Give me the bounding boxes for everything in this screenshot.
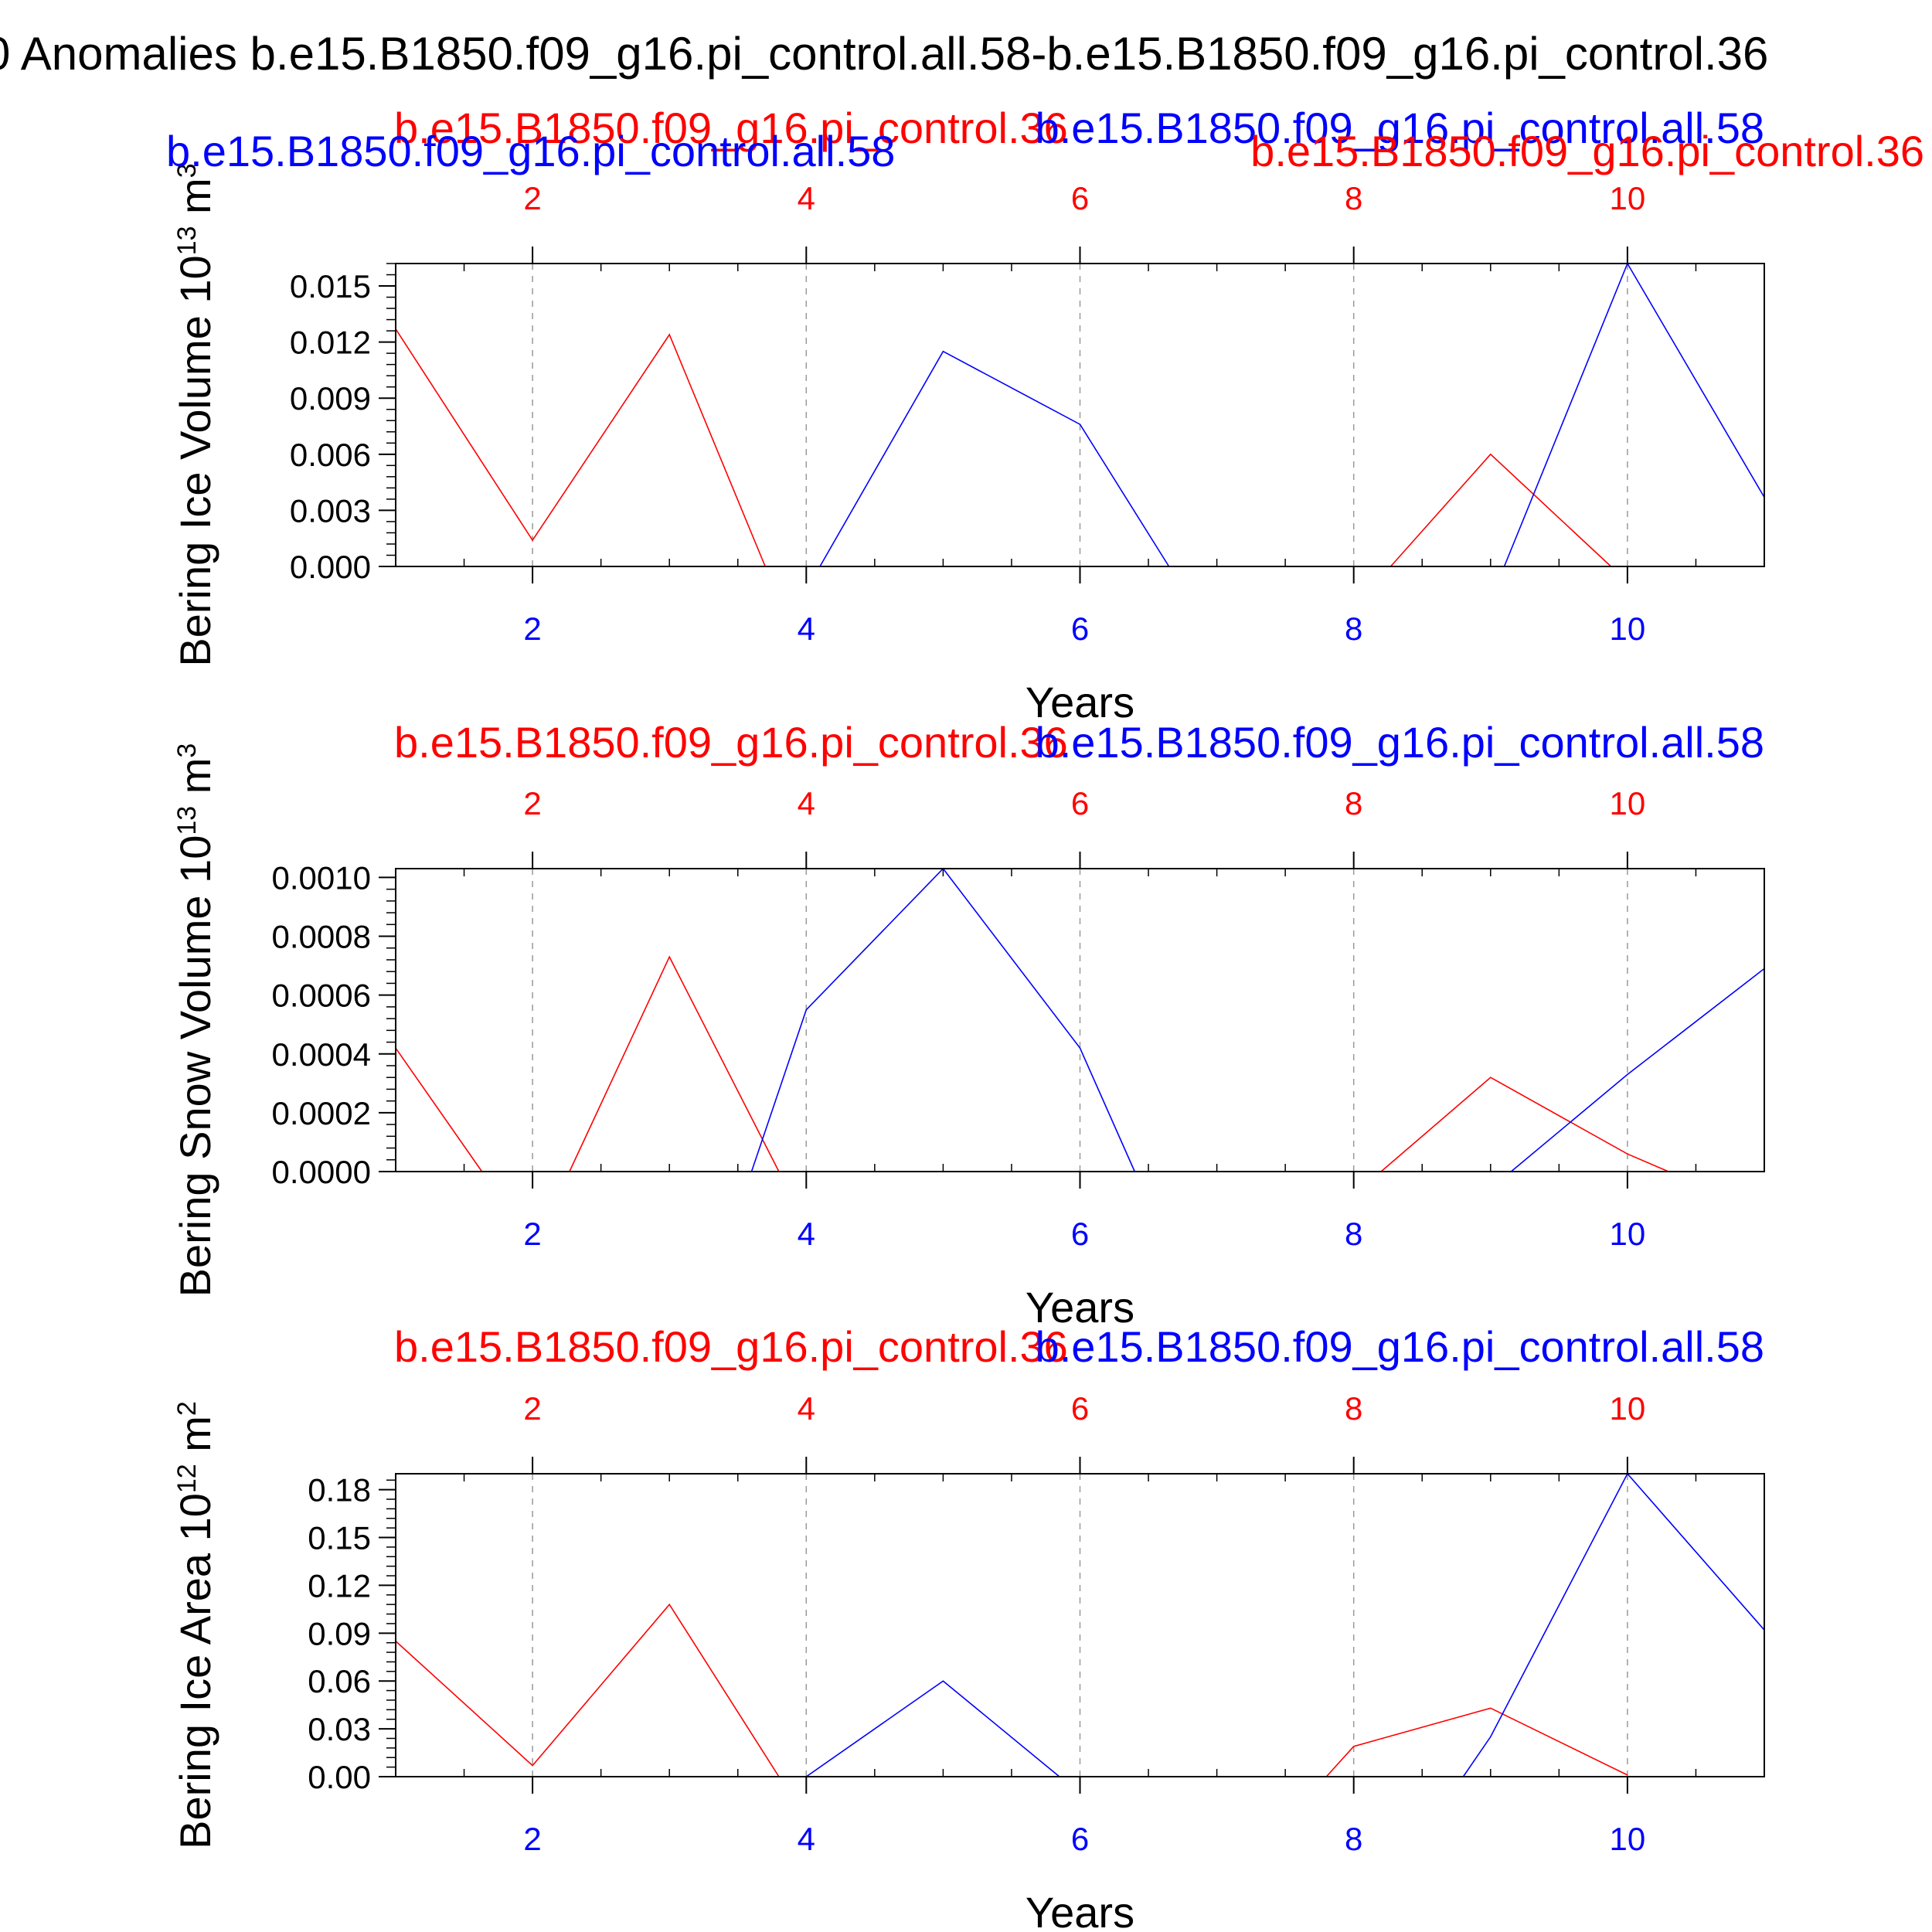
x-tick-label-bottom: 6: [1071, 1821, 1089, 1857]
series-line: [569, 955, 780, 1172]
x-tick-label-top: 4: [798, 785, 815, 821]
y-tick-label: 0.0006: [272, 978, 371, 1014]
x-tick-label-bottom: 4: [798, 1216, 815, 1252]
plot-frame: [395, 868, 1765, 1172]
series-line: [1510, 968, 1765, 1172]
x-tick-label-top: 6: [1071, 785, 1089, 821]
x-tick-label-top: 6: [1071, 1390, 1089, 1427]
legend-label: b.e15.B1850.f09_g16.pi_control.36: [1250, 127, 1924, 175]
x-tick-label-top: 4: [798, 180, 815, 216]
x-tick-label-bottom: 6: [1071, 611, 1089, 647]
y-tick-label: 0.000: [290, 549, 371, 585]
y-tick-label: 0.12: [308, 1567, 371, 1604]
chart-panel-1: 2 2 4 4 6 6 8 8 10 10 0.000 0.003 0.006 0.009 0.012 0.0…: [166, 104, 1924, 726]
y-tick-label: 0.003: [290, 492, 371, 529]
legend-label: b.e15.B1850.f09_g16.pi_control.36: [394, 718, 1068, 767]
y-tick-label: 0.0004: [272, 1036, 371, 1073]
x-tick-label-bottom: 8: [1345, 611, 1362, 647]
legend-label: b.e15.B1850.f09_g16.pi_control.all.58: [1036, 718, 1764, 767]
y-tick-label: 0.0008: [272, 919, 371, 955]
chart-panel-3: 2 2 4 4 6 6 8 8 10 10 0.00 0.03 0.06 0.09 0.12 0.15 0.18…: [171, 1322, 1765, 1932]
x-tick-label-bottom: 2: [523, 1821, 541, 1857]
x-tick-label-bottom: 2: [523, 1216, 541, 1252]
y-tick-label: 0.00: [308, 1759, 371, 1795]
plot-frame: [395, 1473, 1765, 1777]
y-axis-label: Bering Snow Volume 1013 m3: [171, 743, 219, 1298]
x-tick-label-top: 10: [1610, 785, 1646, 821]
x-axis-label: Years: [1026, 1283, 1134, 1332]
x-axis-label: Years: [1026, 678, 1134, 726]
series-line: [395, 328, 766, 567]
x-tick-label-top: 8: [1345, 785, 1362, 821]
y-tick-label: 0.0010: [272, 859, 371, 896]
y-tick-label: 0.03: [308, 1711, 371, 1747]
y-tick-label: 0.009: [290, 380, 371, 417]
y-tick-label: 0.015: [290, 268, 371, 304]
x-tick-label-top: 8: [1345, 1390, 1362, 1427]
y-axis-label: Bering Ice Area 1012 m2: [171, 1401, 219, 1849]
chart-panel-2: 2 2 4 4 6 6 8 8 10 10 0.0000 0.0002 0.0004 0.0006 0.00…: [171, 718, 1765, 1332]
x-tick-label-bottom: 6: [1071, 1216, 1089, 1252]
y-tick-label: 0.0000: [272, 1154, 371, 1190]
series-line: [1389, 453, 1612, 567]
series-line: [750, 867, 1136, 1172]
y-tick-label: 0.006: [290, 437, 371, 473]
series-line: [1503, 262, 1765, 567]
x-axis-label: Years: [1026, 1888, 1134, 1932]
x-tick-label-bottom: 10: [1610, 1216, 1646, 1252]
x-tick-label-bottom: 4: [798, 611, 815, 647]
x-tick-label-top: 2: [523, 180, 541, 216]
series-line: [1380, 1077, 1669, 1172]
legend-label: b.e15.B1850.f09_g16.pi_control.all.58: [1036, 104, 1764, 152]
plot-frame: [395, 263, 1765, 567]
x-tick-label-top: 4: [798, 1390, 815, 1427]
x-tick-label-top: 2: [523, 785, 541, 821]
x-tick-label-bottom: 2: [523, 611, 541, 647]
x-tick-label-top: 10: [1610, 1390, 1646, 1427]
x-tick-label-bottom: 8: [1345, 1821, 1362, 1857]
y-tick-label: 0.06: [308, 1663, 371, 1699]
y-tick-label: 0.15: [308, 1520, 371, 1556]
y-tick-label: 0.18: [308, 1472, 371, 1509]
x-tick-label-bottom: 10: [1610, 611, 1646, 647]
x-tick-label-top: 6: [1071, 180, 1089, 216]
series-line: [819, 350, 1170, 567]
y-tick-label: 0.09: [308, 1615, 371, 1651]
legend-label: b.e15.B1850.f09_g16.pi_control.all.58: [1036, 1322, 1764, 1371]
x-tick-label-bottom: 8: [1345, 1216, 1362, 1252]
series-line: [1325, 1707, 1628, 1777]
series-line: [395, 1603, 780, 1777]
y-tick-label: 0.0002: [272, 1095, 371, 1131]
legend-label: b.e15.B1850.f09_g16.pi_control.36: [394, 104, 1068, 152]
x-tick-label-top: 2: [523, 1390, 541, 1427]
x-tick-label-bottom: 4: [798, 1821, 815, 1857]
x-tick-label-bottom: 10: [1610, 1821, 1646, 1857]
legend-label: b.e15.B1850.f09_g16.pi_control.all.58: [166, 127, 895, 175]
legend-label: b.e15.B1850.f09_g16.pi_control.36: [394, 1322, 1068, 1371]
y-axis-label: Bering Ice Volume 1013 m3: [171, 163, 219, 666]
series-line: [805, 1680, 1060, 1777]
y-tick-label: 0.012: [290, 325, 371, 361]
figure-title: 0 Anomalies b.e15.B1850.f09_g16.pi_contr…: [0, 28, 1768, 80]
x-tick-label-top: 8: [1345, 180, 1362, 216]
x-tick-label-top: 10: [1610, 180, 1646, 216]
series-line: [395, 1047, 483, 1172]
series-line: [1462, 1472, 1765, 1777]
